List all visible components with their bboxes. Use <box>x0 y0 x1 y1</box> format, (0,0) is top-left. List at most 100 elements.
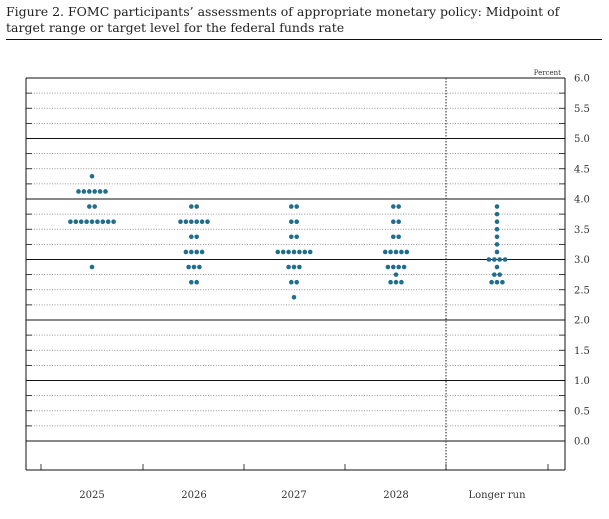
participant-dot <box>92 189 97 194</box>
y-tick-label: 4.0 <box>574 195 590 206</box>
participant-dot <box>89 174 95 179</box>
participant-dot <box>76 189 81 194</box>
y-tick-label: 2.5 <box>574 285 590 296</box>
participant-dot <box>194 279 199 285</box>
participant-dot <box>78 219 84 224</box>
participant-dot <box>391 234 396 240</box>
participant-dot <box>391 264 396 270</box>
y-axis-unit-label: Percent <box>534 69 561 77</box>
participant-dot <box>178 219 183 224</box>
participant-dot <box>84 219 89 224</box>
x-category-label: 2028 <box>383 490 408 501</box>
y-tick-label: 2.0 <box>574 316 590 327</box>
participant-dot <box>87 204 92 209</box>
x-category-label: 2025 <box>79 490 104 501</box>
participant-dot <box>199 219 205 224</box>
participant-dot <box>294 279 300 285</box>
participant-dot <box>393 279 399 285</box>
y-tick-label: 6.0 <box>574 74 590 85</box>
participant-dot <box>388 249 393 255</box>
participant-dot <box>191 264 197 270</box>
participant-dot <box>393 272 399 277</box>
participant-dot <box>194 234 199 240</box>
y-tick-label: 4.5 <box>574 164 590 175</box>
participant-dot <box>89 219 95 224</box>
participant-dot <box>497 272 503 277</box>
participant-dot <box>391 219 396 224</box>
participant-dot <box>396 234 402 240</box>
participant-dot <box>388 279 393 285</box>
x-category-label: 2026 <box>181 490 206 501</box>
participant-dot <box>280 249 286 255</box>
participant-dot <box>289 234 294 240</box>
participant-dot <box>500 279 505 285</box>
participant-dot <box>494 264 500 270</box>
participant-dot <box>194 204 199 209</box>
participant-dot <box>291 264 297 270</box>
participant-dot <box>205 219 210 224</box>
participant-dot <box>291 249 297 255</box>
participant-dot <box>95 219 100 224</box>
participant-dot <box>73 219 79 224</box>
participant-dot <box>289 279 294 285</box>
participant-dot <box>189 279 194 285</box>
participant-dot <box>494 211 500 217</box>
participant-dot <box>401 264 407 270</box>
y-tick-label: 0.5 <box>574 406 590 417</box>
participant-dot <box>494 226 500 232</box>
participant-dot <box>189 249 194 255</box>
participant-dot <box>92 204 97 209</box>
x-category-label: 2027 <box>281 490 306 501</box>
participant-dot <box>502 257 508 262</box>
figure-title: Figure 2. FOMC participants’ assessments… <box>6 4 560 35</box>
participant-dot <box>87 189 92 194</box>
title-rule <box>6 39 602 40</box>
participant-dot <box>189 219 194 224</box>
participant-dot <box>286 264 291 270</box>
participant-dot <box>399 279 404 285</box>
participant-dot <box>396 219 402 224</box>
participant-dot <box>307 249 313 255</box>
participant-dot <box>286 249 291 255</box>
participant-dot <box>291 295 297 300</box>
y-tick-label: 1.0 <box>574 376 590 387</box>
y-tick-label: 0.0 <box>574 437 590 448</box>
participant-dot <box>492 272 497 277</box>
participant-dot <box>489 279 494 285</box>
participant-dot <box>494 242 500 247</box>
participant-dot <box>393 249 399 255</box>
participant-dot <box>100 219 106 224</box>
participant-dot <box>183 219 189 224</box>
participant-dot <box>404 249 410 255</box>
participant-dot <box>494 249 500 255</box>
participant-dot <box>492 257 497 262</box>
x-category-label: Longer run <box>468 490 526 501</box>
participant-dot <box>189 204 194 209</box>
participant-dot <box>385 264 391 270</box>
participant-dot <box>105 219 111 224</box>
participant-dot <box>399 249 404 255</box>
participant-dot <box>494 204 500 209</box>
participant-dot <box>294 219 300 224</box>
participant-dot <box>494 279 500 285</box>
participant-dot <box>294 234 300 240</box>
participant-dot <box>494 234 500 240</box>
participant-dot <box>97 189 103 194</box>
y-tick-label: 5.5 <box>574 104 590 115</box>
participant-dot <box>302 249 308 255</box>
participant-dot <box>103 189 108 194</box>
participant-dot <box>275 249 281 255</box>
y-tick-label: 3.0 <box>574 255 590 266</box>
y-tick-label: 3.5 <box>574 225 590 236</box>
participant-dot <box>486 257 492 262</box>
participant-dot <box>189 234 194 240</box>
participant-dot <box>289 204 294 209</box>
participant-dot <box>297 249 302 255</box>
participant-dot <box>294 204 300 209</box>
participant-dot <box>199 249 205 255</box>
participant-dot <box>289 219 294 224</box>
participant-dot <box>297 264 302 270</box>
participant-dot <box>68 219 73 224</box>
participant-dot <box>183 249 189 255</box>
